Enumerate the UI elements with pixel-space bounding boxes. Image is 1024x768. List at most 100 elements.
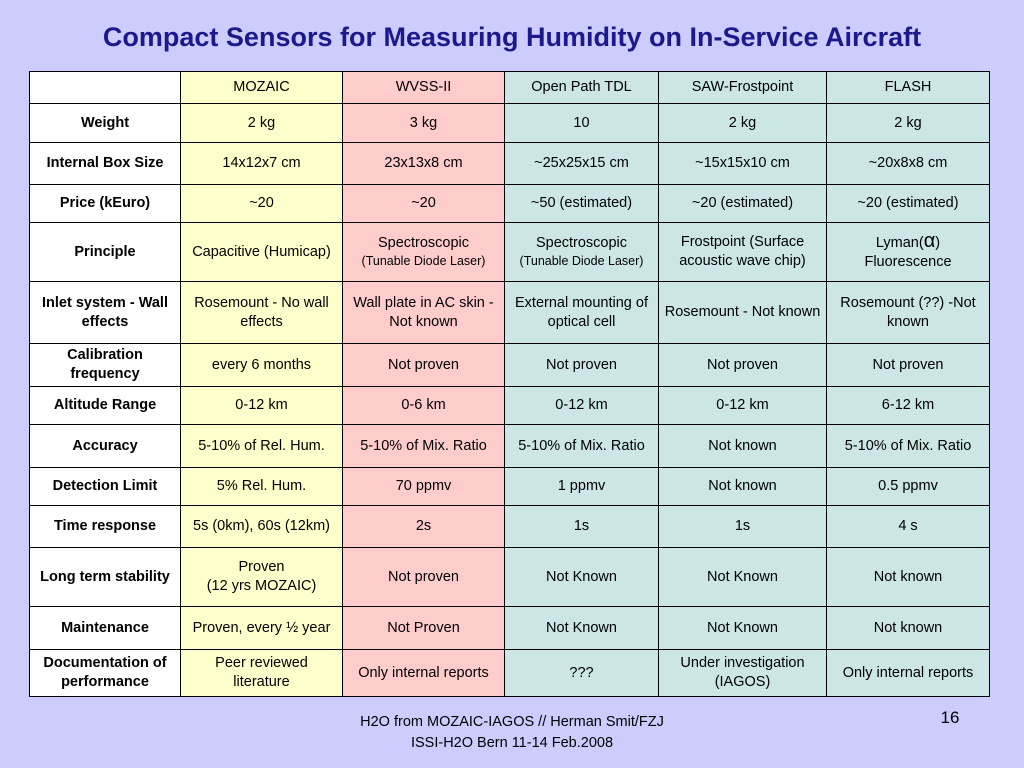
table-cell: Only internal reports xyxy=(342,649,505,697)
table-cell: 0-12 km xyxy=(504,386,659,425)
row-header-weight: Weight xyxy=(29,103,181,143)
table-row-detection-limit: Detection Limit 5% Rel. Hum. 70 ppmv 1 p… xyxy=(29,467,990,506)
row-header-detection-limit: Detection Limit xyxy=(29,467,181,506)
table-cell: Not proven xyxy=(342,343,505,387)
table-cell: Not proven xyxy=(504,343,659,387)
table-cell: Not Known xyxy=(658,606,827,650)
table-cell: 5% Rel. Hum. xyxy=(180,467,343,506)
table-cell: Proven, every ½ year xyxy=(180,606,343,650)
table-row-inlet-system: Inlet system - Wall effects Rosemount - … xyxy=(29,281,990,344)
table-cell: ~20 (estimated) xyxy=(826,184,990,223)
table-row-price: Price (kEuro) ~20 ~20 ~50 (estimated) ~2… xyxy=(29,184,990,223)
column-header-wvss-ii: WVSS-II xyxy=(342,71,505,104)
table-row-time-response: Time response 5s (0km), 60s (12km) 2s 1s… xyxy=(29,505,990,548)
principle-text: Spectroscopic xyxy=(377,235,470,251)
slide-title: Compact Sensors for Measuring Humidity o… xyxy=(102,22,922,52)
table-cell: Not Known xyxy=(504,547,659,607)
table-cell: 5-10% of Mix. Ratio xyxy=(504,424,659,468)
table-cell: Not known xyxy=(658,467,827,506)
table-cell: 1s xyxy=(504,505,659,548)
table-row-accuracy: Accuracy 5-10% of Rel. Hum. 5-10% of Mix… xyxy=(29,424,990,468)
column-header-flash: FLASH xyxy=(826,71,990,104)
principle-note: (Tunable Diode Laser) xyxy=(361,254,486,268)
stability-text: Proven xyxy=(238,559,285,575)
row-header-inlet-system: Inlet system - Wall effects xyxy=(29,281,181,344)
table-cell: Spectroscopic (Tunable Diode Laser) xyxy=(342,222,505,282)
table-cell: 0-12 km xyxy=(658,386,827,425)
table-cell: Rosemount - No wall effects xyxy=(180,281,343,344)
table-cell: 10 xyxy=(504,103,659,143)
column-header-open-path-tdl: Open Path TDL xyxy=(504,71,659,104)
table-cell: Under investigation (IAGOS) xyxy=(658,649,827,697)
row-header-internal-box-size: Internal Box Size xyxy=(29,142,181,185)
table-row-long-term-stability: Long term stability Proven (12 yrs MOZAI… xyxy=(29,547,990,607)
table-cell: 0.5 ppmv xyxy=(826,467,990,506)
table-cell: Only internal reports xyxy=(826,649,990,697)
table-row-principle: Principle Capacitive (Humicap) Spectrosc… xyxy=(29,222,990,282)
footer-line-author: H2O from MOZAIC-IAGOS // Herman Smit/FZJ xyxy=(360,714,664,730)
table-cell: Not proven xyxy=(826,343,990,387)
table-cell: 23x13x8 cm xyxy=(342,142,505,185)
table-row-weight: Weight 2 kg 3 kg 10 2 kg 2 kg xyxy=(29,103,990,143)
table-cell: ~20 (estimated) xyxy=(658,184,827,223)
table-cell: 5-10% of Mix. Ratio xyxy=(342,424,505,468)
table-cell: 14x12x7 cm xyxy=(180,142,343,185)
slide-footer: H2O from MOZAIC-IAGOS // Herman Smit/FZJ… xyxy=(312,712,712,754)
table-cell: ~20x8x8 cm xyxy=(826,142,990,185)
row-header-time-response: Time response xyxy=(29,505,181,548)
table-cell: 2 kg xyxy=(180,103,343,143)
footer-line-event: ISSI-H2O Bern 11-14 Feb.2008 xyxy=(410,735,614,751)
table-cell: Not known xyxy=(658,424,827,468)
table-cell: ~15x15x10 cm xyxy=(658,142,827,185)
table-cell: 0-12 km xyxy=(180,386,343,425)
table-cell: Frostpoint (Surface acoustic wave chip) xyxy=(658,222,827,282)
table-cell: 5s (0km), 60s (12km) xyxy=(180,505,343,548)
table-cell: 1 ppmv xyxy=(504,467,659,506)
principle-text-end: ) xyxy=(935,235,941,251)
table-cell: 1s xyxy=(658,505,827,548)
table-cell: Not Known xyxy=(658,547,827,607)
table-cell: 2 kg xyxy=(826,103,990,143)
row-header-long-term-stability: Long term stability xyxy=(29,547,181,607)
table-cell: External mounting of optical cell xyxy=(504,281,659,344)
table-cell: ~20 xyxy=(180,184,343,223)
principle-text: Spectroscopic xyxy=(535,235,628,251)
table-cell: 3 kg xyxy=(342,103,505,143)
table-corner-cell xyxy=(29,71,181,104)
row-header-accuracy: Accuracy xyxy=(29,424,181,468)
table-cell: 70 ppmv xyxy=(342,467,505,506)
table-cell: ??? xyxy=(504,649,659,697)
table-row-maintenance: Maintenance Proven, every ½ year Not Pro… xyxy=(29,606,990,650)
table-cell: ~50 (estimated) xyxy=(504,184,659,223)
row-header-price: Price (kEuro) xyxy=(29,184,181,223)
table-row-calibration-frequency: Calibration frequency every 6 months Not… xyxy=(29,343,990,387)
table-cell: 5-10% of Mix. Ratio xyxy=(826,424,990,468)
table-cell: Wall plate in AC skin - Not known xyxy=(342,281,505,344)
alpha-symbol: α xyxy=(923,230,936,252)
row-header-calibration-frequency: Calibration frequency xyxy=(29,343,181,387)
table-cell: Spectroscopic (Tunable Diode Laser) xyxy=(504,222,659,282)
table-cell: Not Proven xyxy=(342,606,505,650)
table-cell: ~20 xyxy=(342,184,505,223)
table-row-altitude-range: Altitude Range 0-12 km 0-6 km 0-12 km 0-… xyxy=(29,386,990,425)
table-cell: Capacitive (Humicap) xyxy=(180,222,343,282)
table-cell: 5-10% of Rel. Hum. xyxy=(180,424,343,468)
table-cell: Not Known xyxy=(504,606,659,650)
page-number: 16 xyxy=(940,708,960,727)
table-cell: 2s xyxy=(342,505,505,548)
table-cell: Not known xyxy=(826,606,990,650)
table-cell: Not known xyxy=(826,547,990,607)
sensor-comparison-table: MOZAIC WVSS-II Open Path TDL SAW-Frostpo… xyxy=(29,71,990,697)
table-cell: ~25x25x15 cm xyxy=(504,142,659,185)
row-header-documentation: Documentation of performance xyxy=(29,649,181,697)
table-cell: every 6 months xyxy=(180,343,343,387)
stability-text-line2: (12 yrs MOZAIC) xyxy=(206,578,317,594)
table-row-documentation: Documentation of performance Peer review… xyxy=(29,649,990,697)
principle-text: Lyman(α) xyxy=(831,230,985,253)
row-header-altitude-range: Altitude Range xyxy=(29,386,181,425)
principle-text-start: Lyman( xyxy=(875,235,924,251)
table-cell: 6-12 km xyxy=(826,386,990,425)
column-header-mozaic: MOZAIC xyxy=(180,71,343,104)
table-cell: Not proven xyxy=(658,343,827,387)
table-cell: Peer reviewed literature xyxy=(180,649,343,697)
